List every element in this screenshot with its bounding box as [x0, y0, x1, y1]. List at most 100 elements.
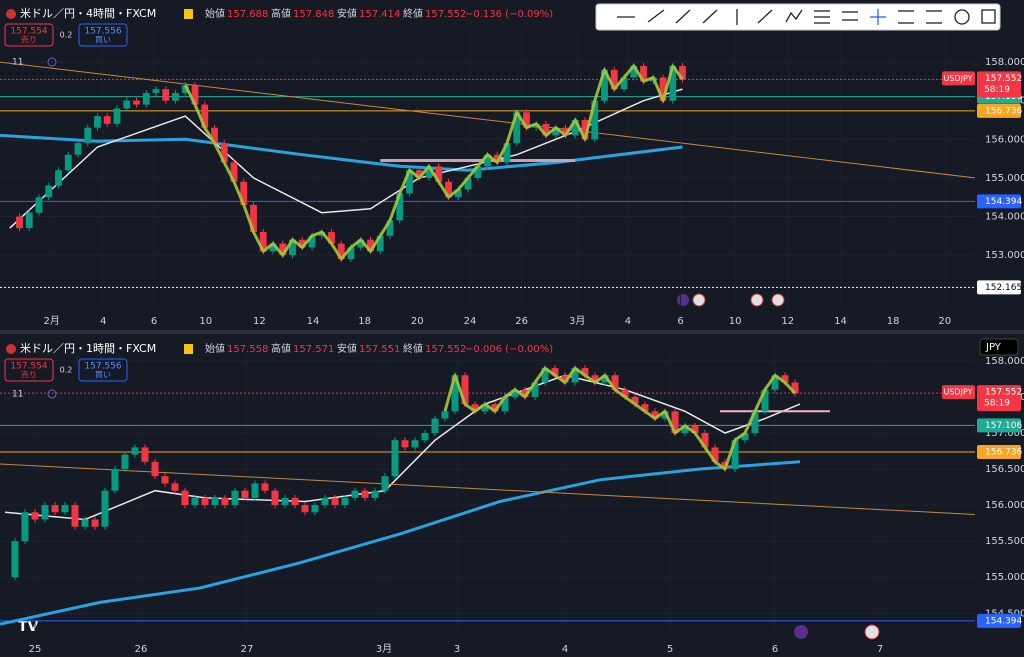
candle-body [471, 404, 479, 412]
candle-body [511, 389, 519, 397]
candle-body [621, 389, 629, 397]
ohlc-value: 157.414 [359, 9, 400, 20]
ohlc-label: 安値 [337, 7, 357, 20]
x-tick-label: 4 [625, 316, 631, 327]
candle-body [351, 490, 359, 498]
ohlc-label: 高値 [271, 7, 291, 20]
candle-body [581, 119, 589, 140]
candle-body [279, 243, 287, 256]
ohlc-value: 157.571 [293, 344, 334, 355]
y-tick-label: 158.000 [985, 57, 1024, 68]
candle-body [21, 512, 29, 542]
candle-body [172, 92, 179, 101]
candle-body [341, 497, 349, 506]
y-tick-label: 158.000 [985, 356, 1024, 367]
change-value: −0.136 (−0.09%) [465, 9, 553, 20]
candle-body [513, 112, 521, 144]
candle-body [321, 497, 329, 506]
sell-button[interactable] [4, 23, 54, 47]
ohlc-value: 157.552 [425, 344, 466, 355]
x-tick-label: 2月 [43, 315, 59, 327]
timer-label: 58:19 [984, 399, 1010, 409]
candle-body [123, 100, 131, 109]
candle-body [201, 497, 209, 506]
price-label: 154.394 [985, 616, 1022, 626]
candle-body [464, 177, 472, 190]
candle-body [261, 483, 269, 491]
x-tick-label: 26 [515, 316, 528, 327]
candle-body [425, 166, 433, 178]
candle-body [396, 193, 404, 221]
toolbar [595, 3, 1001, 31]
price-label: 157.552 [985, 74, 1022, 84]
candle-body [679, 65, 686, 80]
candle-body [131, 447, 139, 455]
y-tick-label: 154.000 [985, 212, 1024, 223]
candle-body [113, 108, 121, 124]
candle-body [451, 375, 459, 412]
candle-body [298, 239, 306, 248]
candle-body [35, 197, 43, 213]
candle-body [561, 375, 569, 383]
buy-button[interactable] [78, 23, 128, 47]
candle-body [381, 476, 389, 491]
x-tick-label: 14 [307, 316, 320, 327]
candle-body [55, 170, 62, 186]
candle-body [191, 497, 199, 506]
x-tick-label: 3月 [569, 315, 585, 327]
indicator-label: 11 [12, 390, 23, 400]
sell-price: 157.554 [10, 27, 47, 37]
indicator-line [0, 61, 976, 179]
candle-body [391, 440, 399, 477]
candle-body [491, 404, 499, 412]
candle-body [435, 166, 443, 182]
candle-body [601, 69, 608, 101]
candle-body [493, 154, 501, 163]
candle-body [141, 447, 149, 462]
y-tick-label: 157.000 [985, 428, 1024, 439]
buy-label: 買い [95, 371, 111, 380]
price-label: 154.394 [985, 197, 1022, 207]
candle-body [91, 519, 99, 527]
candle-body [371, 490, 379, 498]
price-label: 157.552 [985, 388, 1022, 398]
buy-button[interactable] [78, 358, 128, 382]
candle-body [661, 411, 669, 419]
candle-body [631, 396, 639, 405]
buy-price: 157.556 [84, 362, 121, 372]
candle-body [581, 368, 589, 376]
y-tick-label: 156.000 [985, 500, 1024, 511]
price-label-box [977, 613, 1021, 628]
x-tick-label: 6 [772, 644, 778, 655]
candle-body [445, 181, 452, 198]
currency-label: JPY [985, 342, 1002, 353]
candle-body [376, 235, 384, 252]
candle-body [731, 440, 739, 470]
candle-body [761, 389, 769, 412]
ohlc-value: 157.558 [227, 344, 268, 355]
ohlc-label: 終値 [403, 342, 423, 355]
candle-body [361, 490, 369, 498]
candle-body [308, 235, 316, 248]
pane-separator [0, 330, 1024, 334]
candle-body [259, 231, 267, 252]
x-tick-label: 26 [135, 644, 148, 655]
x-tick-label: 27 [241, 644, 254, 655]
price-label-box [977, 418, 1021, 433]
candle-body [291, 497, 299, 506]
ohlc-label: 高値 [271, 342, 291, 355]
price-label: 156.736 [985, 448, 1022, 458]
currency-box [979, 338, 1019, 356]
price-label-box [977, 71, 1021, 98]
buy-label: 買い [95, 36, 111, 45]
candle-body [74, 143, 82, 155]
sell-button[interactable] [4, 358, 54, 382]
candle-body [25, 212, 33, 229]
y-tick-label: 155.000 [985, 572, 1024, 583]
price-label-box [977, 194, 1021, 209]
spread: 0.2 [60, 366, 73, 375]
candle-body [541, 368, 549, 383]
candle-body [31, 512, 39, 520]
ohlc-label: 終値 [403, 7, 423, 20]
